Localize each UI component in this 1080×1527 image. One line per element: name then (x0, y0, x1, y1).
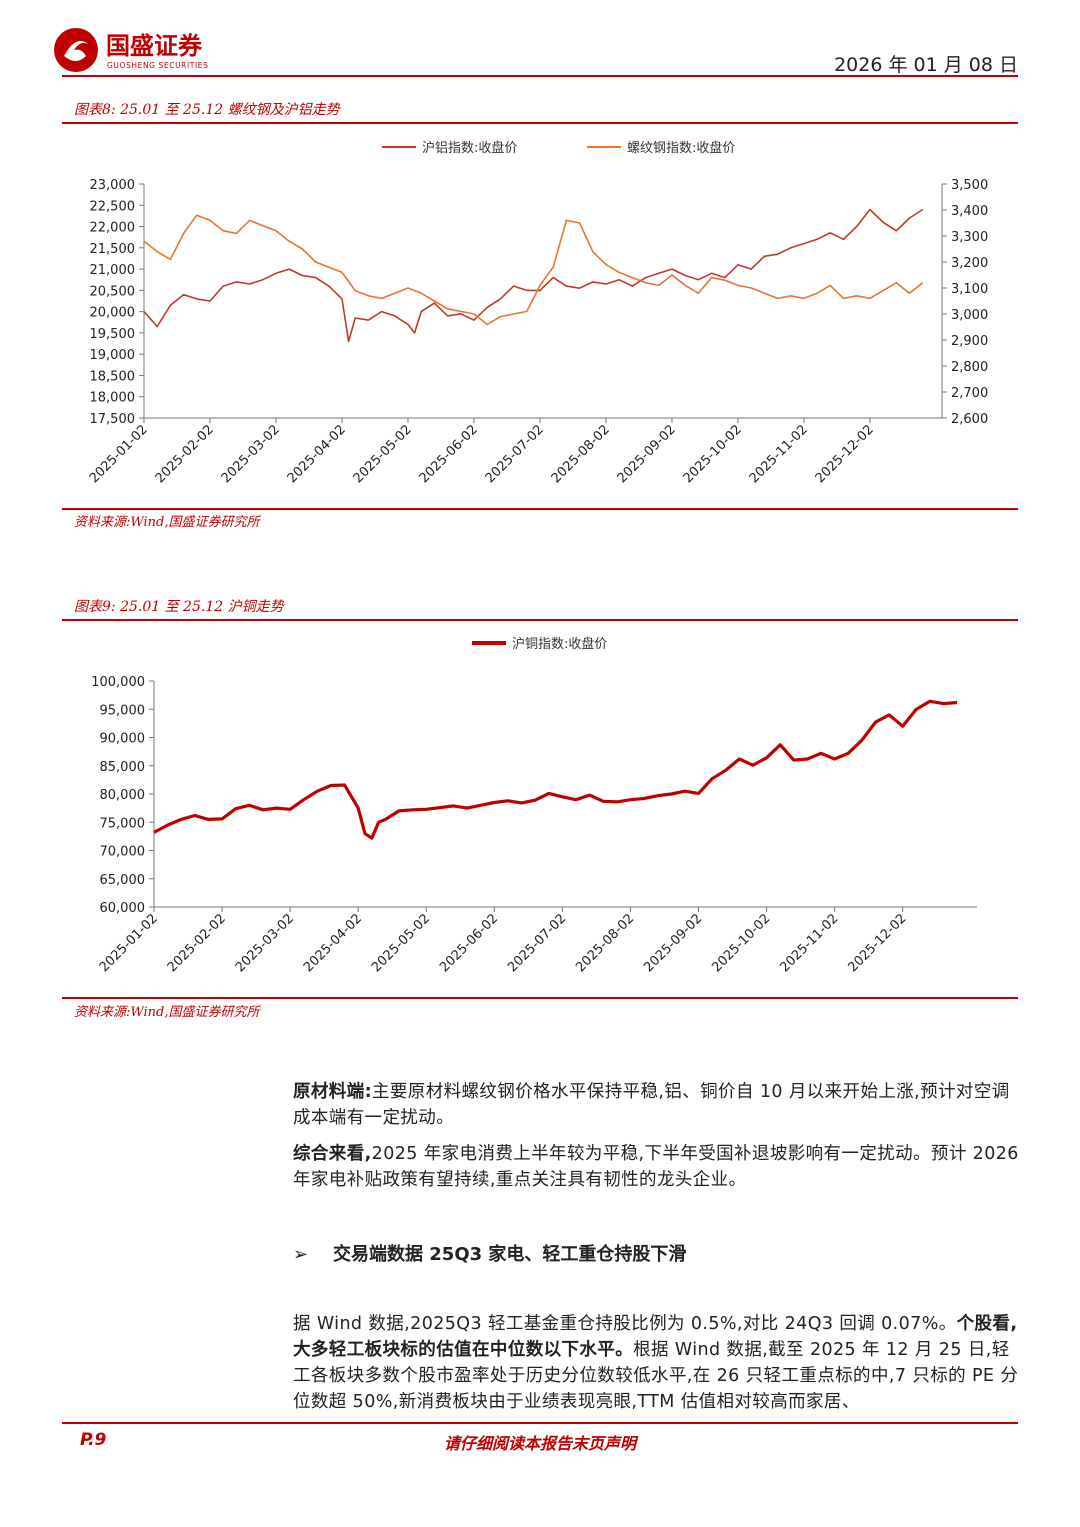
chart9-x-tick-label: 2025-10-02 (709, 911, 773, 975)
chart8-y-tick-label: 22,500 (90, 199, 136, 214)
chart8-bottom-divider (62, 508, 1018, 510)
chart8-y2-tick-label: 3,400 (951, 204, 988, 219)
chart8-y-tick-label: 20,500 (90, 284, 136, 299)
chart8-x-tick-label: 2025-10-02 (681, 422, 745, 486)
chart8-series-line-1 (143, 214, 924, 326)
chart9-x-tick-label: 2025-09-02 (641, 911, 705, 975)
chart9-y-tick-label: 90,000 (100, 732, 146, 747)
chart8-x-tick-label: 2025-09-02 (615, 422, 679, 486)
chart8-y2-tick-label: 3,500 (951, 178, 988, 193)
chart8-y-tick-label: 20,000 (90, 306, 136, 321)
chart8-x-tick-label: 2025-03-02 (219, 422, 283, 486)
chart9-x-tick-label: 2025-07-02 (505, 911, 569, 975)
chart9-x-tick-label: 2025-05-02 (369, 911, 433, 975)
paragraph-trading-data: 据 Wind 数据,2025Q3 轻工基金重仓持股比例为 0.5%,对比 24Q… (293, 1311, 1019, 1415)
footer-divider (62, 1422, 1018, 1424)
chart9-x-tick-label: 2025-08-02 (573, 911, 637, 975)
paragraph-trading-bold: 个股看,大多轻工板块标的估值在中位数以下水平。 (293, 1314, 1018, 1360)
chart8-y2-tick-label: 3,300 (951, 230, 988, 245)
paragraph-raw-materials-text: 主要原材料螺纹钢价格水平保持平稳,铝、铜价自 10 月以来开始上涨,预计对空调成… (293, 1082, 1010, 1128)
chart9-y-tick-label: 85,000 (100, 760, 146, 775)
chart8-y-tick-label: 21,000 (90, 263, 136, 278)
chart9-series-line-0 (153, 699, 958, 840)
chart9-x-tick-label: 2025-06-02 (437, 911, 501, 975)
section-heading: ➢ 交易端数据 25Q3 家电、轻工重仓持股下滑 (293, 1240, 686, 1266)
header-divider (62, 75, 1018, 77)
chart8-x-tick-label: 2025-05-02 (351, 422, 415, 486)
chart8-y-tick-label: 23,000 (90, 178, 136, 193)
paragraph-trading-text-a: 据 Wind 数据,2025Q3 轻工基金重仓持股比例为 0.5%,对比 24Q… (293, 1314, 957, 1334)
brand-name-cn: 国盛证券 (106, 32, 203, 60)
chart8-top-divider (62, 122, 1018, 124)
chart8-x-tick-label: 2025-11-02 (747, 422, 811, 486)
chart8-x-tick-label: 2025-12-02 (813, 422, 877, 486)
chart9-x-tick-label: 2025-03-02 (233, 911, 297, 975)
chart9-y-tick-label: 100,000 (91, 675, 145, 690)
chart8-x-tick-label: 2025-08-02 (549, 422, 613, 486)
chart9-x-tick-label: 2025-11-02 (777, 911, 841, 975)
chart8-y-tick-label: 17,500 (90, 412, 136, 427)
chart9-y-tick-label: 70,000 (100, 845, 146, 860)
chart8-rebar-aluminum: 沪铝指数:收盘价 螺纹钢指数:收盘价 23,000 22,500 22,000 21,50… (87, 140, 988, 486)
chart8-y2-tick-label: 2,900 (951, 334, 988, 349)
chart9-y-tick-label: 60,000 (100, 901, 146, 916)
chart9-legend-label-0: 沪铜指数:收盘价 (512, 636, 607, 652)
chart8-y-tick-label: 19,000 (90, 348, 136, 363)
chart9-bottom-divider (62, 997, 1018, 999)
chart8-x-tick-label: 2025-04-02 (285, 422, 349, 486)
chart8-y-tick-label: 22,000 (90, 221, 136, 236)
paragraph-summary-lead: 综合来看, (293, 1144, 372, 1164)
paragraph-raw-materials: 原材料端:主要原材料螺纹钢价格水平保持平稳,铝、铜价自 10 月以来开始上涨,预… (293, 1079, 1019, 1131)
chart8-y-tick-label: 19,500 (90, 327, 136, 342)
chart9-x-tick-label: 2025-01-02 (97, 911, 161, 975)
chart8-series-line-0 (143, 208, 924, 343)
chart9-x-tick-label: 2025-12-02 (845, 911, 909, 975)
chart8-x-tick-label: 2025-06-02 (417, 422, 481, 486)
chart8-x-tick-label: 2025-01-02 (87, 422, 151, 486)
chart9-y-tick-label: 75,000 (100, 816, 146, 831)
chart8-y2-tick-label: 3,100 (951, 282, 988, 297)
chart8-y2-tick-label: 2,700 (951, 386, 988, 401)
chart8-y2-tick-label: 2,600 (951, 412, 988, 427)
section-heading-text: 交易端数据 25Q3 家电、轻工重仓持股下滑 (333, 1244, 687, 1265)
arrow-bullet-icon: ➢ (293, 1244, 309, 1265)
chart9-x-tick-label: 2025-02-02 (165, 911, 229, 975)
footer-disclaimer: 请仔细阅读本报告末页声明 (443, 1434, 636, 1453)
report-date: 2026 年 01 月 08 日 (834, 54, 1018, 76)
paragraph-raw-materials-lead: 原材料端: (293, 1082, 372, 1102)
chart9-title: 图表9: 25.01 至 25.12 沪铜走势 (74, 599, 284, 615)
paragraph-trading-text-b: 根据 Wind 数据,截至 2025 年 12 月 25 日,轻工各板块多数个股… (293, 1340, 1019, 1412)
paragraph-summary-text: 2025 年家电消费上半年较为平稳,下半年受国补退坡影响有一定扰动。预计 202… (293, 1144, 1019, 1190)
chart9-y-tick-label: 80,000 (100, 788, 146, 803)
chart8-y2-tick-label: 2,800 (951, 360, 988, 375)
chart9-source: 资料来源:Wind,国盛证券研究所 (74, 1005, 260, 1020)
chart8-x-tick-label: 2025-07-02 (483, 422, 547, 486)
chart8-title: 图表8: 25.01 至 25.12 螺纹钢及沪铝走势 (74, 102, 340, 118)
chart8-y2-tick-label: 3,200 (951, 256, 988, 271)
chart9-x-tick-label: 2025-04-02 (301, 911, 365, 975)
page-number: P.9 (80, 1430, 107, 1450)
chart8-y-tick-label: 21,500 (90, 242, 136, 257)
chart9-top-divider (62, 619, 1018, 621)
chart8-legend-label-0: 沪铝指数:收盘价 (422, 140, 517, 156)
chart9-y-tick-label: 95,000 (100, 703, 146, 718)
paragraph-summary: 综合来看,2025 年家电消费上半年较为平稳,下半年受国补退坡影响有一定扰动。预… (293, 1141, 1019, 1193)
chart8-y2-tick-label: 3,000 (951, 308, 988, 323)
guosheng-logo: 国盛证券 GUOSHENG SECURITIES (54, 28, 209, 72)
chart8-x-tick-label: 2025-02-02 (153, 422, 217, 486)
chart8-legend-label-1: 螺纹钢指数:收盘价 (627, 140, 735, 156)
chart8-y-tick-label: 18,500 (90, 369, 136, 384)
brand-name-en: GUOSHENG SECURITIES (107, 61, 209, 70)
chart9-copper: 沪铜指数:收盘价 100,000 95,000 90,000 85,000 80,000 7… (91, 636, 977, 975)
chart8-y-tick-label: 18,000 (90, 391, 136, 406)
chart8-source: 资料来源:Wind,国盛证券研究所 (74, 515, 260, 530)
chart9-y-tick-label: 65,000 (100, 873, 146, 888)
